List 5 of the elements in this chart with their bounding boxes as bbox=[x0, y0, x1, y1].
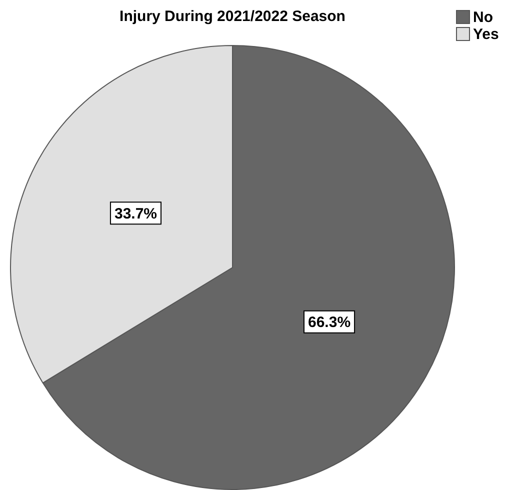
legend-label: No bbox=[473, 9, 493, 26]
legend-label: Yes bbox=[473, 26, 499, 44]
data-label: 33.7% bbox=[114, 205, 158, 222]
data-label: 66.3% bbox=[308, 314, 351, 332]
chart-title: Injury During 2021/2022 Season bbox=[120, 8, 346, 26]
